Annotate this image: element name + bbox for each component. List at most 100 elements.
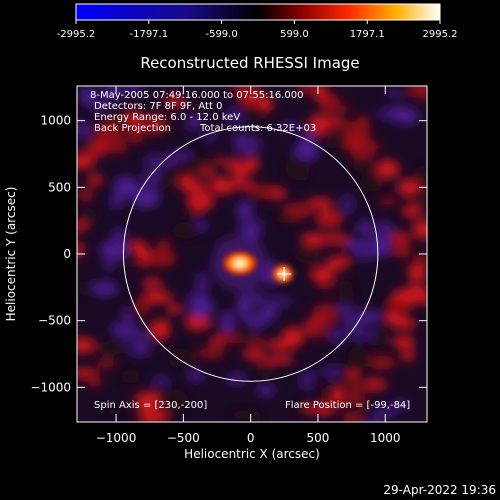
image-texture-blob — [81, 152, 94, 170]
image-texture-blob — [280, 121, 302, 131]
image-texture-blob — [335, 303, 357, 314]
image-texture-blob — [228, 179, 255, 189]
image-texture-blob — [402, 205, 422, 218]
image-texture-blob — [141, 172, 162, 183]
image-texture-blob — [249, 192, 262, 202]
x-tick-label: −1000 — [96, 431, 137, 445]
image-texture-blob — [347, 391, 366, 406]
image-texture-blob — [112, 255, 143, 268]
image-texture-blob — [368, 222, 396, 235]
image-texture-blob — [379, 197, 397, 207]
y-tick-label: −1000 — [30, 380, 71, 394]
y-tick-label: −500 — [38, 314, 71, 328]
image-texture-blob — [412, 254, 427, 266]
image-texture-blob — [401, 350, 415, 362]
image-texture-blob — [89, 99, 111, 112]
image-texture-blob — [188, 182, 207, 192]
solar-limb-circle — [122, 126, 379, 382]
annotation-time: 8-May-2005 07:49:16.000 to 07:55:16.000 — [90, 90, 303, 101]
image-texture-blob — [284, 157, 311, 175]
image-texture-blob — [309, 266, 336, 282]
image-texture-blob — [100, 86, 127, 101]
image-texture-blob — [325, 256, 349, 270]
axes: −1000 −500 0 500 1000 1000 500 0 −500 −1000 — [30, 86, 427, 445]
image-texture-blob — [232, 133, 247, 143]
footer-timestamp: 29-Apr-2022 19:36 — [383, 483, 496, 497]
image-texture-blob — [167, 348, 194, 368]
x-axis-title: Heliocentric X (arcsec) — [184, 447, 320, 461]
image-texture-blob — [235, 318, 252, 341]
image-texture-blob — [248, 337, 267, 348]
image-texture-blob — [187, 370, 205, 381]
y-tick-label: 1000 — [40, 114, 71, 128]
image-texture-blob — [338, 279, 353, 292]
image-texture-blob — [249, 106, 264, 117]
image-texture-blob — [373, 406, 396, 417]
image-texture-blob — [329, 327, 345, 344]
image-texture-blob — [201, 130, 218, 142]
image-texture-blob — [120, 370, 141, 384]
image-texture-blob — [237, 201, 253, 220]
image-texture-blob — [299, 368, 315, 391]
image-texture-blob — [106, 132, 123, 146]
colorbar-tick-label: 2995.2 — [423, 29, 458, 40]
image-texture-blob — [343, 328, 368, 338]
colorbar-ticks: -2995.2 -1797.1 -599.0 599.0 1797.1 2995.2 — [57, 20, 458, 40]
image-texture-blob — [307, 197, 334, 210]
image-texture-blob — [331, 386, 345, 401]
y-axis-title: Heliocentric Y (arcsec) — [4, 187, 18, 322]
image-texture-blob — [403, 283, 427, 304]
annotation-method: Back Projection — [94, 123, 171, 134]
image-texture-blob — [231, 162, 249, 179]
image-texture-blob — [256, 361, 274, 378]
image-texture-blob — [358, 402, 376, 420]
image-texture-blob — [184, 314, 212, 331]
image-texture-blob — [88, 173, 102, 187]
image-texture-blob — [300, 233, 329, 247]
image-texture-blob — [143, 153, 172, 171]
image-texture-blob — [349, 162, 379, 173]
image-texture-blob — [224, 107, 245, 126]
colorbar-tick-label: -2995.2 — [57, 29, 96, 40]
image-texture-blob — [353, 248, 382, 260]
image-texture-blob — [88, 376, 103, 388]
image-texture-blob — [304, 404, 320, 413]
colorbar-tick-label: -599.0 — [205, 29, 237, 40]
image-texture-blob — [258, 96, 274, 112]
image-texture-blob — [322, 234, 351, 245]
image-texture-blob — [242, 348, 265, 360]
image-texture-blob — [236, 297, 252, 315]
annotation-detectors: Detectors: 7F 8F 9F, Att 0 — [94, 101, 222, 112]
image-texture-blob — [106, 242, 128, 259]
image-texture-blob — [199, 168, 215, 177]
image-texture-blob — [356, 115, 370, 132]
image-texture-blob — [283, 202, 313, 219]
image-texture-blob — [345, 239, 370, 250]
image-texture-blob — [414, 165, 427, 185]
image-texture-blob — [141, 278, 163, 288]
image-texture-blob — [139, 117, 169, 135]
image-texture-blob — [79, 86, 97, 106]
image-texture-blob — [293, 141, 319, 162]
image-texture-blob — [136, 295, 151, 313]
image-texture-blob — [259, 307, 276, 319]
image-texture-blob — [131, 186, 160, 209]
annotation-counts: Total counts: 6.32E+03 — [199, 123, 316, 134]
y-tick-label: 500 — [48, 180, 71, 194]
image-texture-blob — [96, 358, 116, 369]
image-texture-blob — [407, 263, 427, 282]
image-texture-blob — [113, 176, 139, 196]
image-texture-blob — [281, 326, 304, 348]
colorbar-tick-label: 599.0 — [280, 29, 309, 40]
image-texture-blob — [211, 177, 235, 195]
image-texture-blob — [256, 385, 276, 396]
image-texture-blob — [377, 107, 394, 120]
image-texture-blob — [164, 95, 186, 108]
image-texture-blob — [79, 284, 94, 297]
image-texture-blob — [348, 382, 361, 393]
image-texture-blob — [168, 149, 193, 161]
image-texture-blob — [302, 329, 332, 338]
image-texture-blob — [127, 86, 142, 94]
annotation-energy: Energy Range: 6.0 - 12.0 keV — [94, 112, 240, 123]
image-texture-blob — [322, 218, 341, 230]
